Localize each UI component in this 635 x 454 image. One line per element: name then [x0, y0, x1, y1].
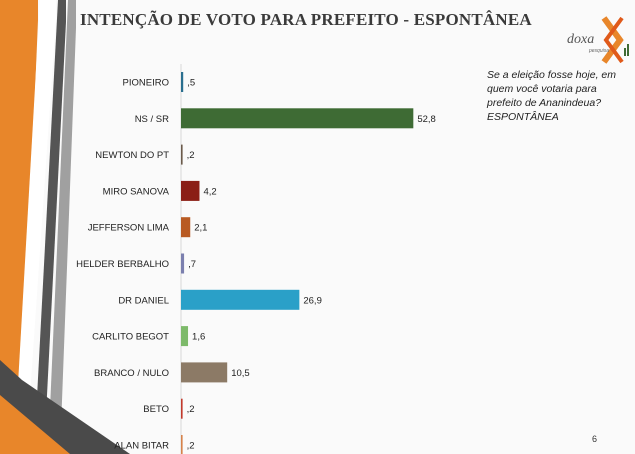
- value-label: 1,6: [192, 332, 205, 343]
- dark-stripe: [34, 0, 66, 454]
- value-label: ,7: [188, 259, 196, 270]
- value-label: ,2: [187, 150, 195, 161]
- category-label: BRANCO / NULO: [94, 368, 169, 379]
- bar: [181, 217, 191, 238]
- value-label: 2,1: [194, 223, 207, 234]
- value-label: ,5: [187, 78, 195, 89]
- bar: [181, 144, 183, 165]
- value-label: ,2: [187, 441, 195, 452]
- bar: [181, 326, 189, 347]
- category-label: PIONEIRO: [123, 78, 169, 89]
- category-label: CARLITO BEGOT: [92, 332, 169, 343]
- bar: [181, 289, 300, 310]
- value-label: 4,2: [203, 186, 216, 197]
- bar: [181, 180, 200, 201]
- value-label: 52,8: [417, 114, 436, 125]
- logo-chevron: [601, 16, 624, 64]
- category-label: DR DANIEL: [118, 295, 169, 306]
- category-label: NEWTON DO PT: [95, 150, 169, 161]
- value-label: ,2: [187, 404, 195, 415]
- question-text: Se a eleição fosse hoje, em quem você vo…: [487, 69, 616, 123]
- logo-bar-1: [624, 48, 626, 56]
- slide-title: INTENÇÃO DE VOTO PARA PREFEITO - ESPONTÂ…: [80, 10, 532, 29]
- gray-stripe: [48, 0, 76, 454]
- bar: [181, 362, 228, 383]
- doxa-logo-icon: [601, 16, 629, 64]
- category-label: BETO: [143, 404, 169, 415]
- bar: [181, 398, 183, 419]
- bar: [181, 253, 185, 274]
- category-label: NS / SR: [135, 114, 169, 125]
- category-label: MIRO SANOVA: [103, 186, 170, 197]
- value-label: 26,9: [303, 295, 322, 306]
- category-label: ALAN BITAR: [114, 441, 169, 452]
- bar: [181, 435, 183, 454]
- logo-wordmark: doxa: [567, 32, 595, 47]
- page-number: 6: [592, 434, 598, 444]
- value-label: 10,5: [231, 368, 250, 379]
- bar: [181, 72, 184, 92]
- orange-stripe: [0, 0, 38, 454]
- logo-chevron-2: [603, 16, 624, 64]
- white-stripe: [14, 0, 56, 454]
- logo-bar-2: [627, 44, 629, 56]
- bar: [181, 108, 414, 129]
- category-label: JEFFERSON LIMA: [88, 223, 170, 234]
- logo-subtitle: pesquisa: [589, 48, 610, 54]
- bottom-orange-wedge: [0, 395, 70, 454]
- category-label: HELDER BERBALHO: [76, 259, 169, 270]
